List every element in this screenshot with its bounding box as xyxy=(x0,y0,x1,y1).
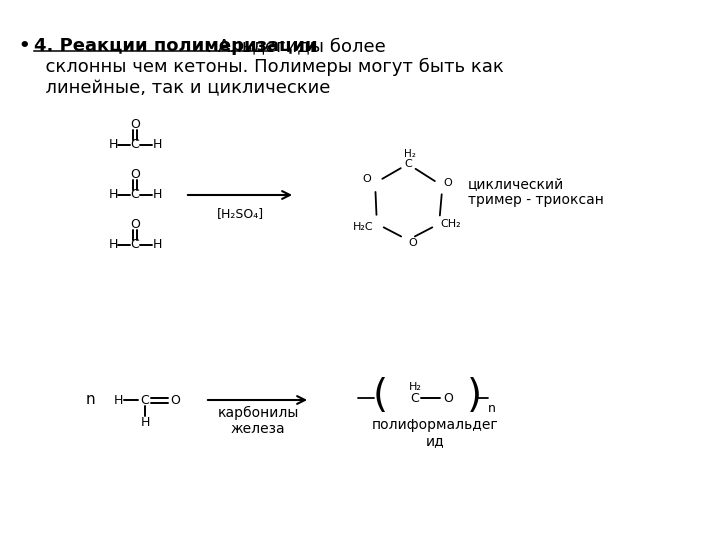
Text: 4. Реакции полимеризации: 4. Реакции полимеризации xyxy=(34,37,318,55)
Text: O: O xyxy=(170,394,180,407)
Text: [H₂SO₄]: [H₂SO₄] xyxy=(217,207,264,220)
Text: C: C xyxy=(410,392,419,404)
Text: H: H xyxy=(108,239,117,252)
Text: C: C xyxy=(140,394,149,407)
Text: H₂C: H₂C xyxy=(353,222,373,232)
Text: C: C xyxy=(404,159,412,169)
Text: H₂: H₂ xyxy=(404,149,416,159)
Text: H: H xyxy=(113,394,122,407)
Text: карбонилы
железа: карбонилы железа xyxy=(217,406,299,436)
Text: O: O xyxy=(443,178,452,188)
Text: O: O xyxy=(130,167,140,180)
Text: H: H xyxy=(140,415,150,429)
Text: циклический
тример - триоксан: циклический тример - триоксан xyxy=(468,177,604,207)
Text: (: ( xyxy=(372,377,387,415)
Text: C: C xyxy=(130,188,140,201)
Text: •: • xyxy=(18,37,30,55)
Text: O: O xyxy=(409,238,418,248)
Text: H: H xyxy=(153,239,162,252)
Text: n: n xyxy=(85,393,95,408)
Text: H: H xyxy=(108,188,117,201)
Text: n: n xyxy=(488,402,496,415)
Text: CH₂: CH₂ xyxy=(441,219,462,229)
Text: . Альдегиды более
  склонны чем кетоны. Полимеры могут быть как
  линейные, так : . Альдегиды более склонны чем кетоны. По… xyxy=(34,37,504,97)
Text: ): ) xyxy=(467,377,482,415)
Text: O: O xyxy=(363,174,372,184)
Text: полиформальдег
ид: полиформальдег ид xyxy=(372,418,498,448)
Text: C: C xyxy=(130,138,140,152)
Text: O: O xyxy=(130,118,140,131)
Text: H: H xyxy=(108,138,117,152)
Text: O: O xyxy=(443,392,453,404)
Text: C: C xyxy=(130,239,140,252)
Text: H: H xyxy=(153,188,162,201)
Text: H: H xyxy=(153,138,162,152)
Text: O: O xyxy=(130,218,140,231)
Text: H₂: H₂ xyxy=(408,382,421,392)
